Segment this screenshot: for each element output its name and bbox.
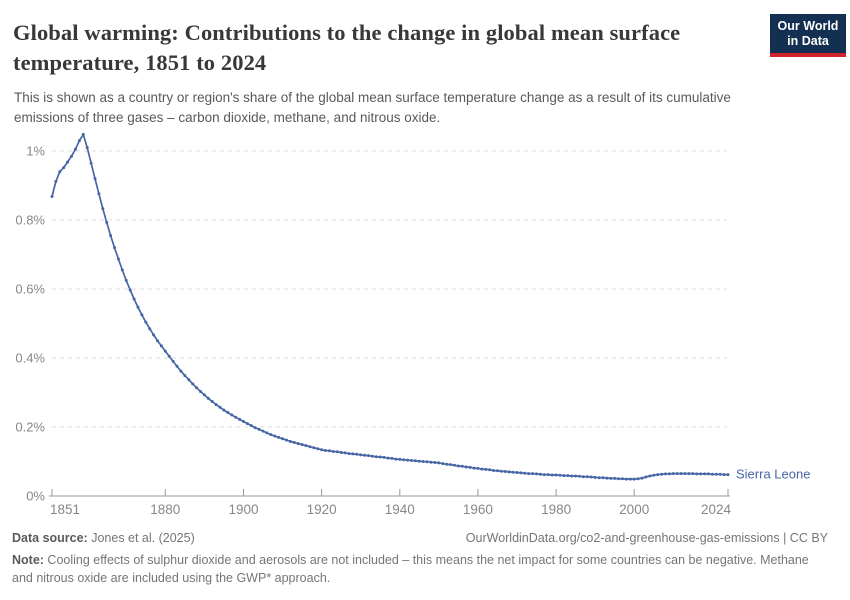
svg-text:0.6%: 0.6% [15,282,45,297]
svg-text:1920: 1920 [307,502,337,517]
svg-text:1880: 1880 [150,502,180,517]
chart-subtitle: This is shown as a country or region's s… [14,89,731,126]
line-chart-canvas: 0% 0.2% 0.4% 0.6% 0.8% 1% 1851 1880 1900 1920 1940… [15,132,810,517]
attribution-text: OurWorldinData.org/co2-and-greenhouse-ga… [465,531,828,545]
svg-text:1960: 1960 [463,502,493,517]
note-label: Note: [12,553,44,567]
svg-text:0.4%: 0.4% [15,351,45,366]
svg-text:0.2%: 0.2% [15,420,45,435]
data-source-label: Data source: [12,531,88,545]
svg-text:0.8%: 0.8% [15,213,45,228]
svg-text:2000: 2000 [619,502,649,517]
owid-logo-line2: in Data [787,33,829,48]
chart-title: Global warming: Contributions to the cha… [13,20,681,75]
svg-text:Sierra Leone: Sierra Leone [736,467,810,482]
chart-footer: Data source: Jones et al. (2025) OurWorl… [12,531,828,588]
data-source: Data source: Jones et al. (2025) [12,531,195,545]
svg-text:1851: 1851 [50,502,80,517]
data-source-value: Jones et al. (2025) [87,531,195,545]
footer-source-row: Data source: Jones et al. (2025) OurWorl… [12,531,828,545]
svg-text:1980: 1980 [541,502,571,517]
svg-text:2024: 2024 [701,502,732,517]
svg-text:1900: 1900 [228,502,258,517]
owid-logo-line1: Our World [777,19,839,33]
owid-logo: Our World in Data [770,14,846,57]
svg-text:1%: 1% [26,144,45,159]
note-value: Cooling effects of sulphur dioxide and a… [12,553,809,585]
footer-note: Note: Cooling effects of sulphur dioxide… [12,552,824,588]
chart-header: Global warming: Contributions to the cha… [0,0,850,128]
svg-text:1940: 1940 [385,502,415,517]
svg-text:0%: 0% [26,489,45,504]
